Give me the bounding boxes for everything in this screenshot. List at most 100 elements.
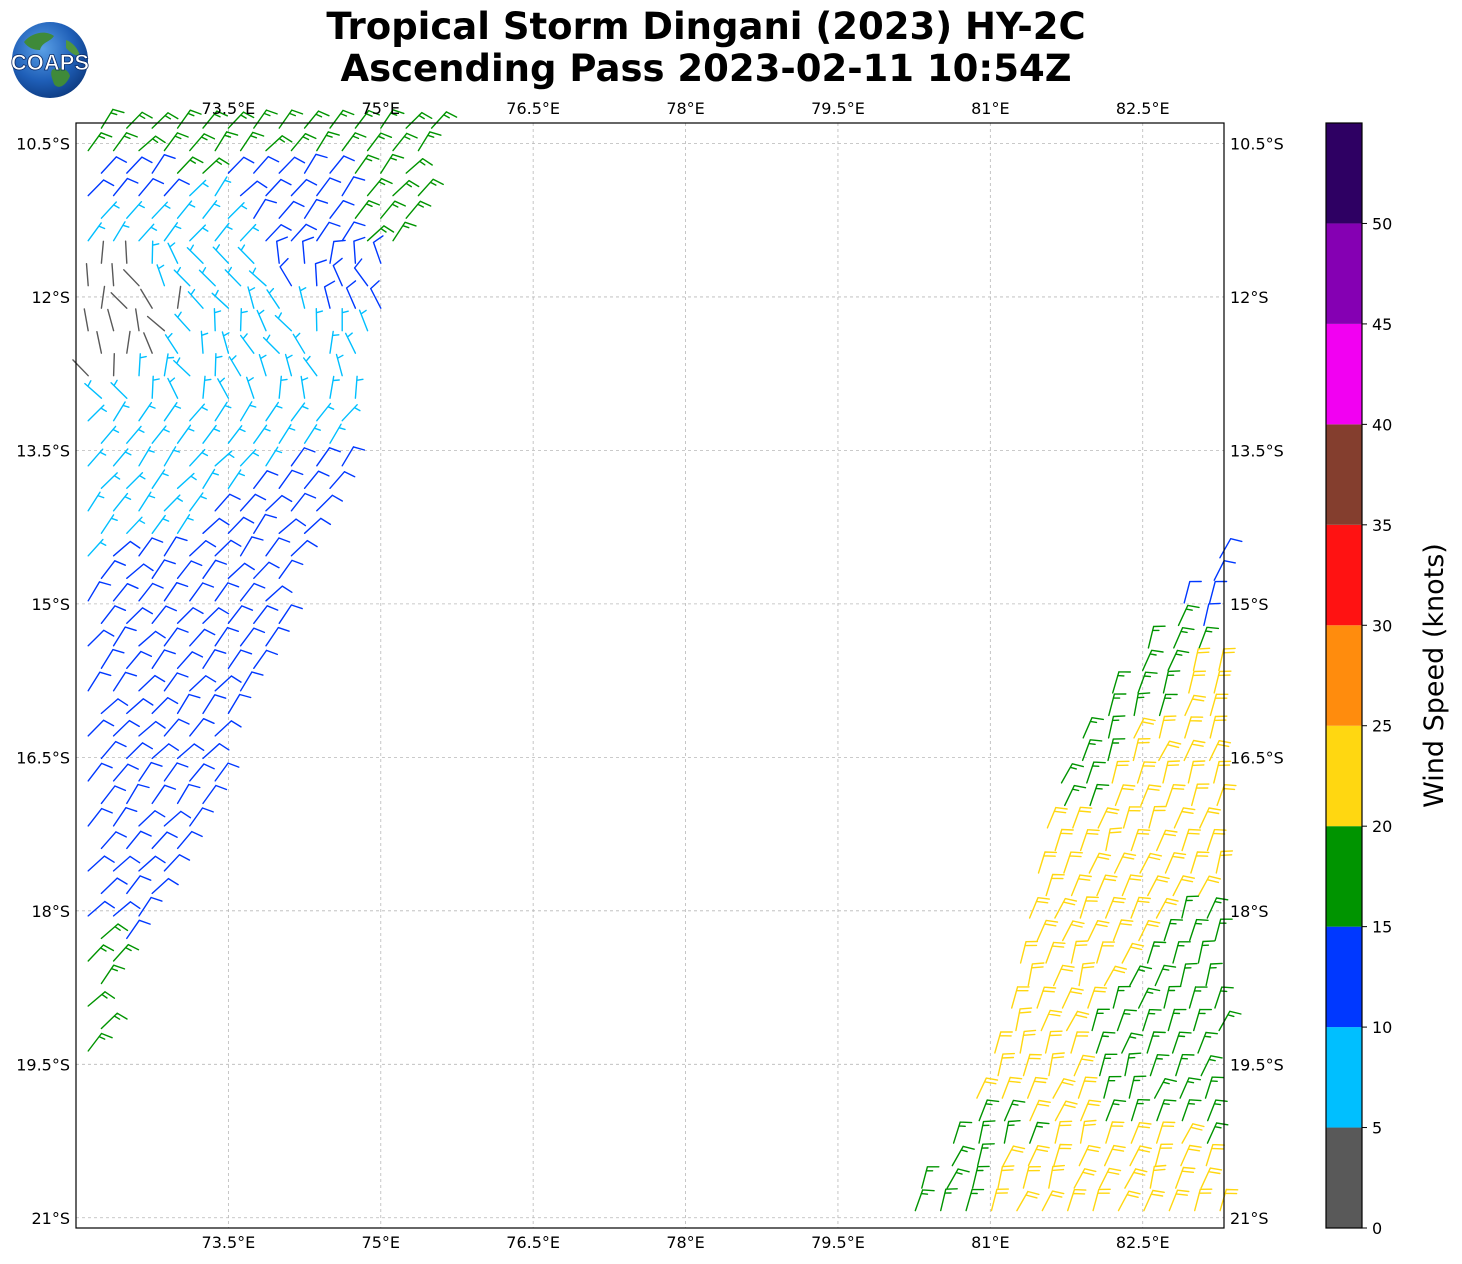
wind-barb [126,919,151,940]
wind-barb [1029,1121,1050,1144]
wind-barb [1167,1008,1187,1032]
wind-barb [366,225,395,242]
wind-barb [1173,807,1196,829]
wind-barb [87,1032,113,1052]
wind-barb [1003,1120,1021,1144]
colorbar-tick-label: 25 [1372,717,1392,736]
wind-barb [1208,740,1232,762]
wind-barb [1154,1143,1174,1167]
wind-barb [1180,962,1198,987]
wind-barb [1175,1053,1195,1077]
wind-barb [1163,985,1182,1009]
wind-barb [1048,1164,1065,1189]
wind-barb [1077,1076,1098,1099]
wind-barb [1140,784,1162,807]
wind-barb [96,331,103,354]
wind-barb [100,108,125,129]
wind-barb [971,1165,990,1189]
colorbar-tick-label: 15 [1372,918,1392,937]
wind-barb [213,308,222,332]
wind-barb [341,404,361,422]
wind-barb [87,491,105,512]
wind-barb [290,223,317,242]
wind-barb [1203,602,1221,627]
colorbar-tick-label: 45 [1372,315,1392,334]
y-tick-label-right: 13.5°S [1230,441,1284,460]
wind-barb [1138,987,1161,1009]
wind-barb [1165,784,1186,807]
wind-barb [214,675,242,692]
wind-barb [176,200,196,219]
wind-barb [1213,560,1236,581]
wind-barb [214,582,240,602]
wind-barb [1214,918,1233,942]
wind-barb [1179,1077,1201,1099]
wind-barb [173,266,191,287]
wind-barb [1082,717,1104,739]
wind-barb [111,263,115,287]
wind-barb [290,492,317,512]
wind-barb [138,896,163,917]
wind-barb [163,536,188,557]
wind-barb [239,582,266,602]
wind-barb [163,402,182,422]
wind-barb [256,309,267,332]
wind-barb [138,491,156,512]
wind-barb [138,582,164,602]
y-tick-label-left: 10.5°S [16,134,70,153]
wind-barb [1137,671,1158,694]
wind-barb [202,694,227,715]
wind-barb [1139,852,1163,874]
y-tick-label-left: 19.5°S [16,1055,70,1074]
wind-barb [1163,918,1184,942]
wind-barb [227,469,245,489]
wind-barb [151,201,171,219]
colorbar-tick-label: 35 [1372,516,1392,535]
wind-barb [176,743,205,760]
wind-barb [202,157,230,174]
wind-barb [1027,962,1045,987]
wind-barb [138,810,166,827]
wind-barb [345,332,357,354]
wind-barb [126,830,152,850]
wind-barb [156,264,166,287]
wind-barb [126,563,154,579]
wind-barb [87,855,115,872]
wind-barb [1052,1078,1076,1099]
wind-barb [1070,940,1089,964]
wind-barb [87,179,115,197]
wind-barb [1121,1032,1144,1054]
wind-barb [329,423,346,444]
wind-barb [176,285,182,309]
wind-barb [189,448,209,467]
wind-barb [1162,670,1181,694]
wind-barb [1016,1190,1040,1212]
colorbar: 0 5 10 15 20 25 30 35 40 45 50 Wind Speed (knots) [1325,122,1450,1238]
wind-barb [138,537,164,557]
wind-barb [214,762,240,782]
wind-barb [72,359,89,377]
x-tick-label-bottom: 82.5°E [1116,1233,1170,1252]
wind-barb [138,401,156,422]
wind-barb [265,585,293,602]
y-tick-label-left: 12°S [31,288,70,307]
wind-barb [1045,941,1066,964]
wind-barb [112,492,132,512]
wind-barb [1105,827,1123,852]
wind-barb [126,516,146,534]
wind-barb [316,402,335,422]
x-tick-label-bottom: 81°E [971,1233,1009,1252]
wind-barb [167,377,179,399]
wind-barb [1022,1166,1041,1189]
colorbar-tick-label: 0 [1372,1219,1382,1238]
wind-barb [112,583,139,602]
wind-barb [1053,964,1075,987]
wind-barb [87,762,113,782]
wind-barb [266,287,280,309]
colorbar-segment [1326,826,1362,927]
wind-barb [1206,897,1229,919]
wind-barb [265,446,283,467]
wind-barb [126,111,153,129]
wind-barb [112,221,130,242]
